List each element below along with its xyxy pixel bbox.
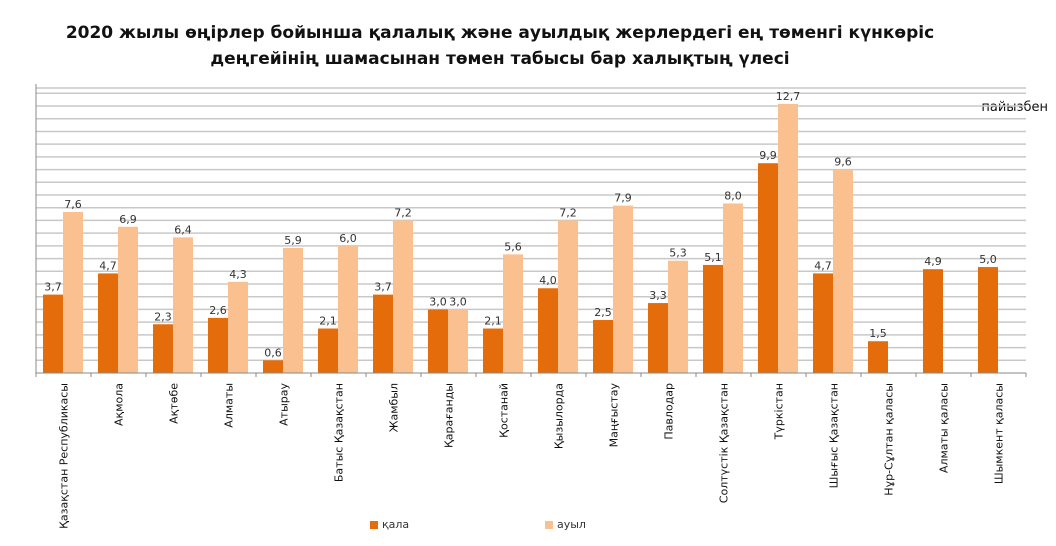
bar-rural — [228, 281, 248, 373]
bar-city — [483, 328, 503, 373]
x-tick-label: Қазақстан Республикасы — [58, 383, 71, 529]
data-label-city: 4,7 — [814, 259, 832, 272]
data-label-city: 2,1 — [484, 315, 502, 328]
legend-swatch-rural — [545, 520, 553, 529]
data-label-rural: 7,9 — [614, 192, 632, 205]
x-tick-label: Атырау — [278, 383, 291, 426]
bar-city — [978, 267, 998, 373]
bar-city — [208, 317, 228, 373]
bar-city — [868, 341, 888, 373]
bar-rural — [63, 211, 83, 373]
data-label-city: 5,0 — [979, 253, 997, 266]
data-label-city: 4,7 — [99, 259, 117, 272]
bar-rural — [448, 309, 468, 373]
data-label-city: 2,6 — [209, 304, 227, 317]
data-label-rural: 6,4 — [174, 223, 192, 236]
legend-swatch-city — [370, 520, 378, 529]
data-label-city: 3,7 — [374, 281, 392, 294]
x-tick-label: Қызылорда — [553, 383, 566, 449]
data-label-city: 2,5 — [594, 306, 612, 319]
data-label-rural: 5,3 — [669, 247, 687, 260]
bar-city — [923, 269, 943, 373]
bar-city — [758, 163, 778, 373]
bar-rural — [558, 220, 578, 373]
data-label-city: 4,9 — [924, 255, 942, 268]
data-label-rural: 6,0 — [339, 232, 357, 245]
bar-city — [318, 328, 338, 373]
bar-rural — [393, 220, 413, 373]
bar-rural — [283, 247, 303, 373]
bar-city — [43, 294, 63, 373]
data-label-city: 1,5 — [869, 327, 887, 340]
unit-label: пайызбен — [981, 100, 1048, 115]
chart-title-line1: 2020 жылы өңірлер бойынша қалалық және а… — [65, 23, 935, 43]
data-label-rural: 6,9 — [119, 213, 137, 226]
chart-title-line2: деңгейінің шамасынан төмен табысы бар ха… — [210, 49, 790, 69]
data-label-city: 4,0 — [539, 274, 557, 287]
data-label-city: 3,0 — [429, 295, 447, 308]
legend-label-rural: ауыл — [557, 518, 586, 531]
bar-rural — [503, 254, 523, 373]
bar-rural — [668, 260, 688, 373]
bar-rural — [118, 226, 138, 373]
data-label-city: 0,6 — [264, 346, 282, 359]
bar-rural — [173, 237, 193, 373]
x-tick-label: Алматы — [223, 383, 236, 428]
data-label-rural: 12,7 — [776, 90, 801, 103]
legend-item-rural: ауыл — [545, 518, 586, 531]
legend-label-city: қала — [382, 518, 410, 531]
bar-city — [813, 273, 833, 373]
data-label-rural: 7,6 — [64, 198, 82, 211]
bar-city — [428, 309, 448, 373]
bar-rural — [338, 245, 358, 373]
legend-item-city: қала — [370, 518, 409, 531]
bar-rural — [613, 205, 633, 373]
x-tick-label: Жамбыл — [388, 383, 401, 432]
x-tick-label: Нұр-Сұлтан қаласы — [883, 383, 896, 496]
x-tick-label: Солтүстік Қазақстан — [718, 383, 731, 503]
data-label-rural: 3,0 — [449, 295, 467, 308]
x-tick-label: Алматы қаласы — [938, 383, 951, 473]
x-tick-label: Батыс Қазақстан — [333, 383, 346, 482]
x-tick-label: Шымкент қаласы — [993, 383, 1006, 484]
x-tick-label: Қарағанды — [443, 383, 456, 448]
x-tick-label: Қостанай — [498, 383, 511, 438]
bar-rural — [778, 103, 798, 373]
data-label-rural: 5,6 — [504, 240, 522, 253]
bar-city — [538, 288, 558, 373]
x-tick-label: Павлодар — [663, 383, 676, 440]
chart-title: 2020 жылы өңірлер бойынша қалалық және а… — [0, 20, 1000, 72]
bar-city — [593, 320, 613, 373]
x-tick-label: Ақмола — [113, 383, 126, 426]
x-tick-label: Түркістан — [773, 383, 786, 440]
data-label-city: 5,1 — [704, 251, 722, 264]
bar-city — [263, 360, 283, 373]
bar-city — [373, 294, 393, 373]
x-tick-label: Шығыс Қазақстан — [828, 383, 841, 488]
bar-city — [648, 303, 668, 373]
data-label-city: 3,7 — [44, 281, 62, 294]
x-tick-label: Ақтөбе — [168, 383, 181, 424]
data-label-city: 3,3 — [649, 289, 667, 302]
data-label-city: 2,3 — [154, 310, 172, 323]
data-label-rural: 9,6 — [834, 156, 852, 169]
data-label-rural: 8,0 — [724, 189, 742, 202]
bar-rural — [833, 169, 853, 373]
bar-rural — [723, 203, 743, 373]
x-tick-label: Маңғыстау — [608, 383, 621, 448]
data-label-rural: 4,3 — [229, 268, 247, 281]
bar-city — [98, 273, 118, 373]
data-label-rural: 7,2 — [559, 206, 577, 219]
data-label-rural: 5,9 — [284, 234, 302, 247]
bar-city — [703, 264, 723, 373]
bar-city — [153, 324, 173, 373]
data-label-rural: 7,2 — [394, 206, 412, 219]
data-label-city: 9,9 — [759, 149, 777, 162]
data-label-city: 2,1 — [319, 315, 337, 328]
